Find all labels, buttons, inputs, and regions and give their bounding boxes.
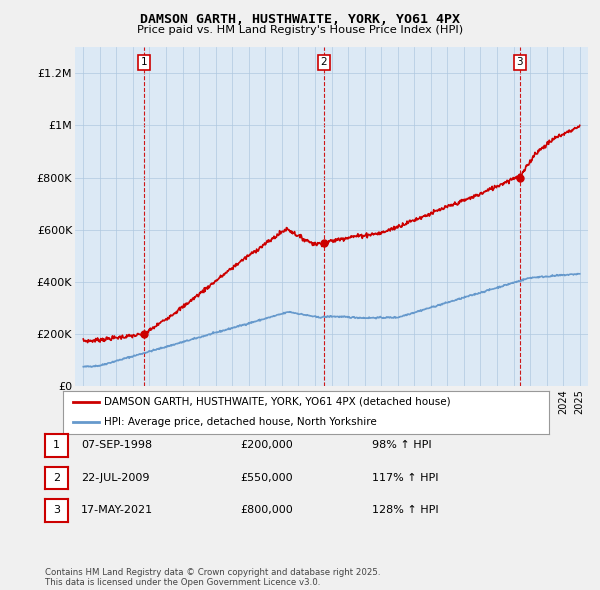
Text: 117% ↑ HPI: 117% ↑ HPI [372, 473, 439, 483]
Text: 3: 3 [53, 506, 60, 515]
Text: 128% ↑ HPI: 128% ↑ HPI [372, 506, 439, 515]
Text: 07-SEP-1998: 07-SEP-1998 [81, 441, 152, 450]
Text: £800,000: £800,000 [240, 506, 293, 515]
Text: 2: 2 [53, 473, 60, 483]
Text: £200,000: £200,000 [240, 441, 293, 450]
Text: 17-MAY-2021: 17-MAY-2021 [81, 506, 153, 515]
Text: DAMSON GARTH, HUSTHWAITE, YORK, YO61 4PX: DAMSON GARTH, HUSTHWAITE, YORK, YO61 4PX [140, 13, 460, 26]
Text: 1: 1 [141, 57, 148, 67]
Text: DAMSON GARTH, HUSTHWAITE, YORK, YO61 4PX (detached house): DAMSON GARTH, HUSTHWAITE, YORK, YO61 4PX… [104, 397, 451, 407]
Text: HPI: Average price, detached house, North Yorkshire: HPI: Average price, detached house, Nort… [104, 417, 377, 427]
Text: Price paid vs. HM Land Registry's House Price Index (HPI): Price paid vs. HM Land Registry's House … [137, 25, 463, 35]
Text: 98% ↑ HPI: 98% ↑ HPI [372, 441, 431, 450]
Text: 3: 3 [517, 57, 523, 67]
Text: 22-JUL-2009: 22-JUL-2009 [81, 473, 149, 483]
Text: 1: 1 [53, 441, 60, 450]
Text: Contains HM Land Registry data © Crown copyright and database right 2025.
This d: Contains HM Land Registry data © Crown c… [45, 568, 380, 587]
Text: 2: 2 [321, 57, 328, 67]
Text: £550,000: £550,000 [240, 473, 293, 483]
